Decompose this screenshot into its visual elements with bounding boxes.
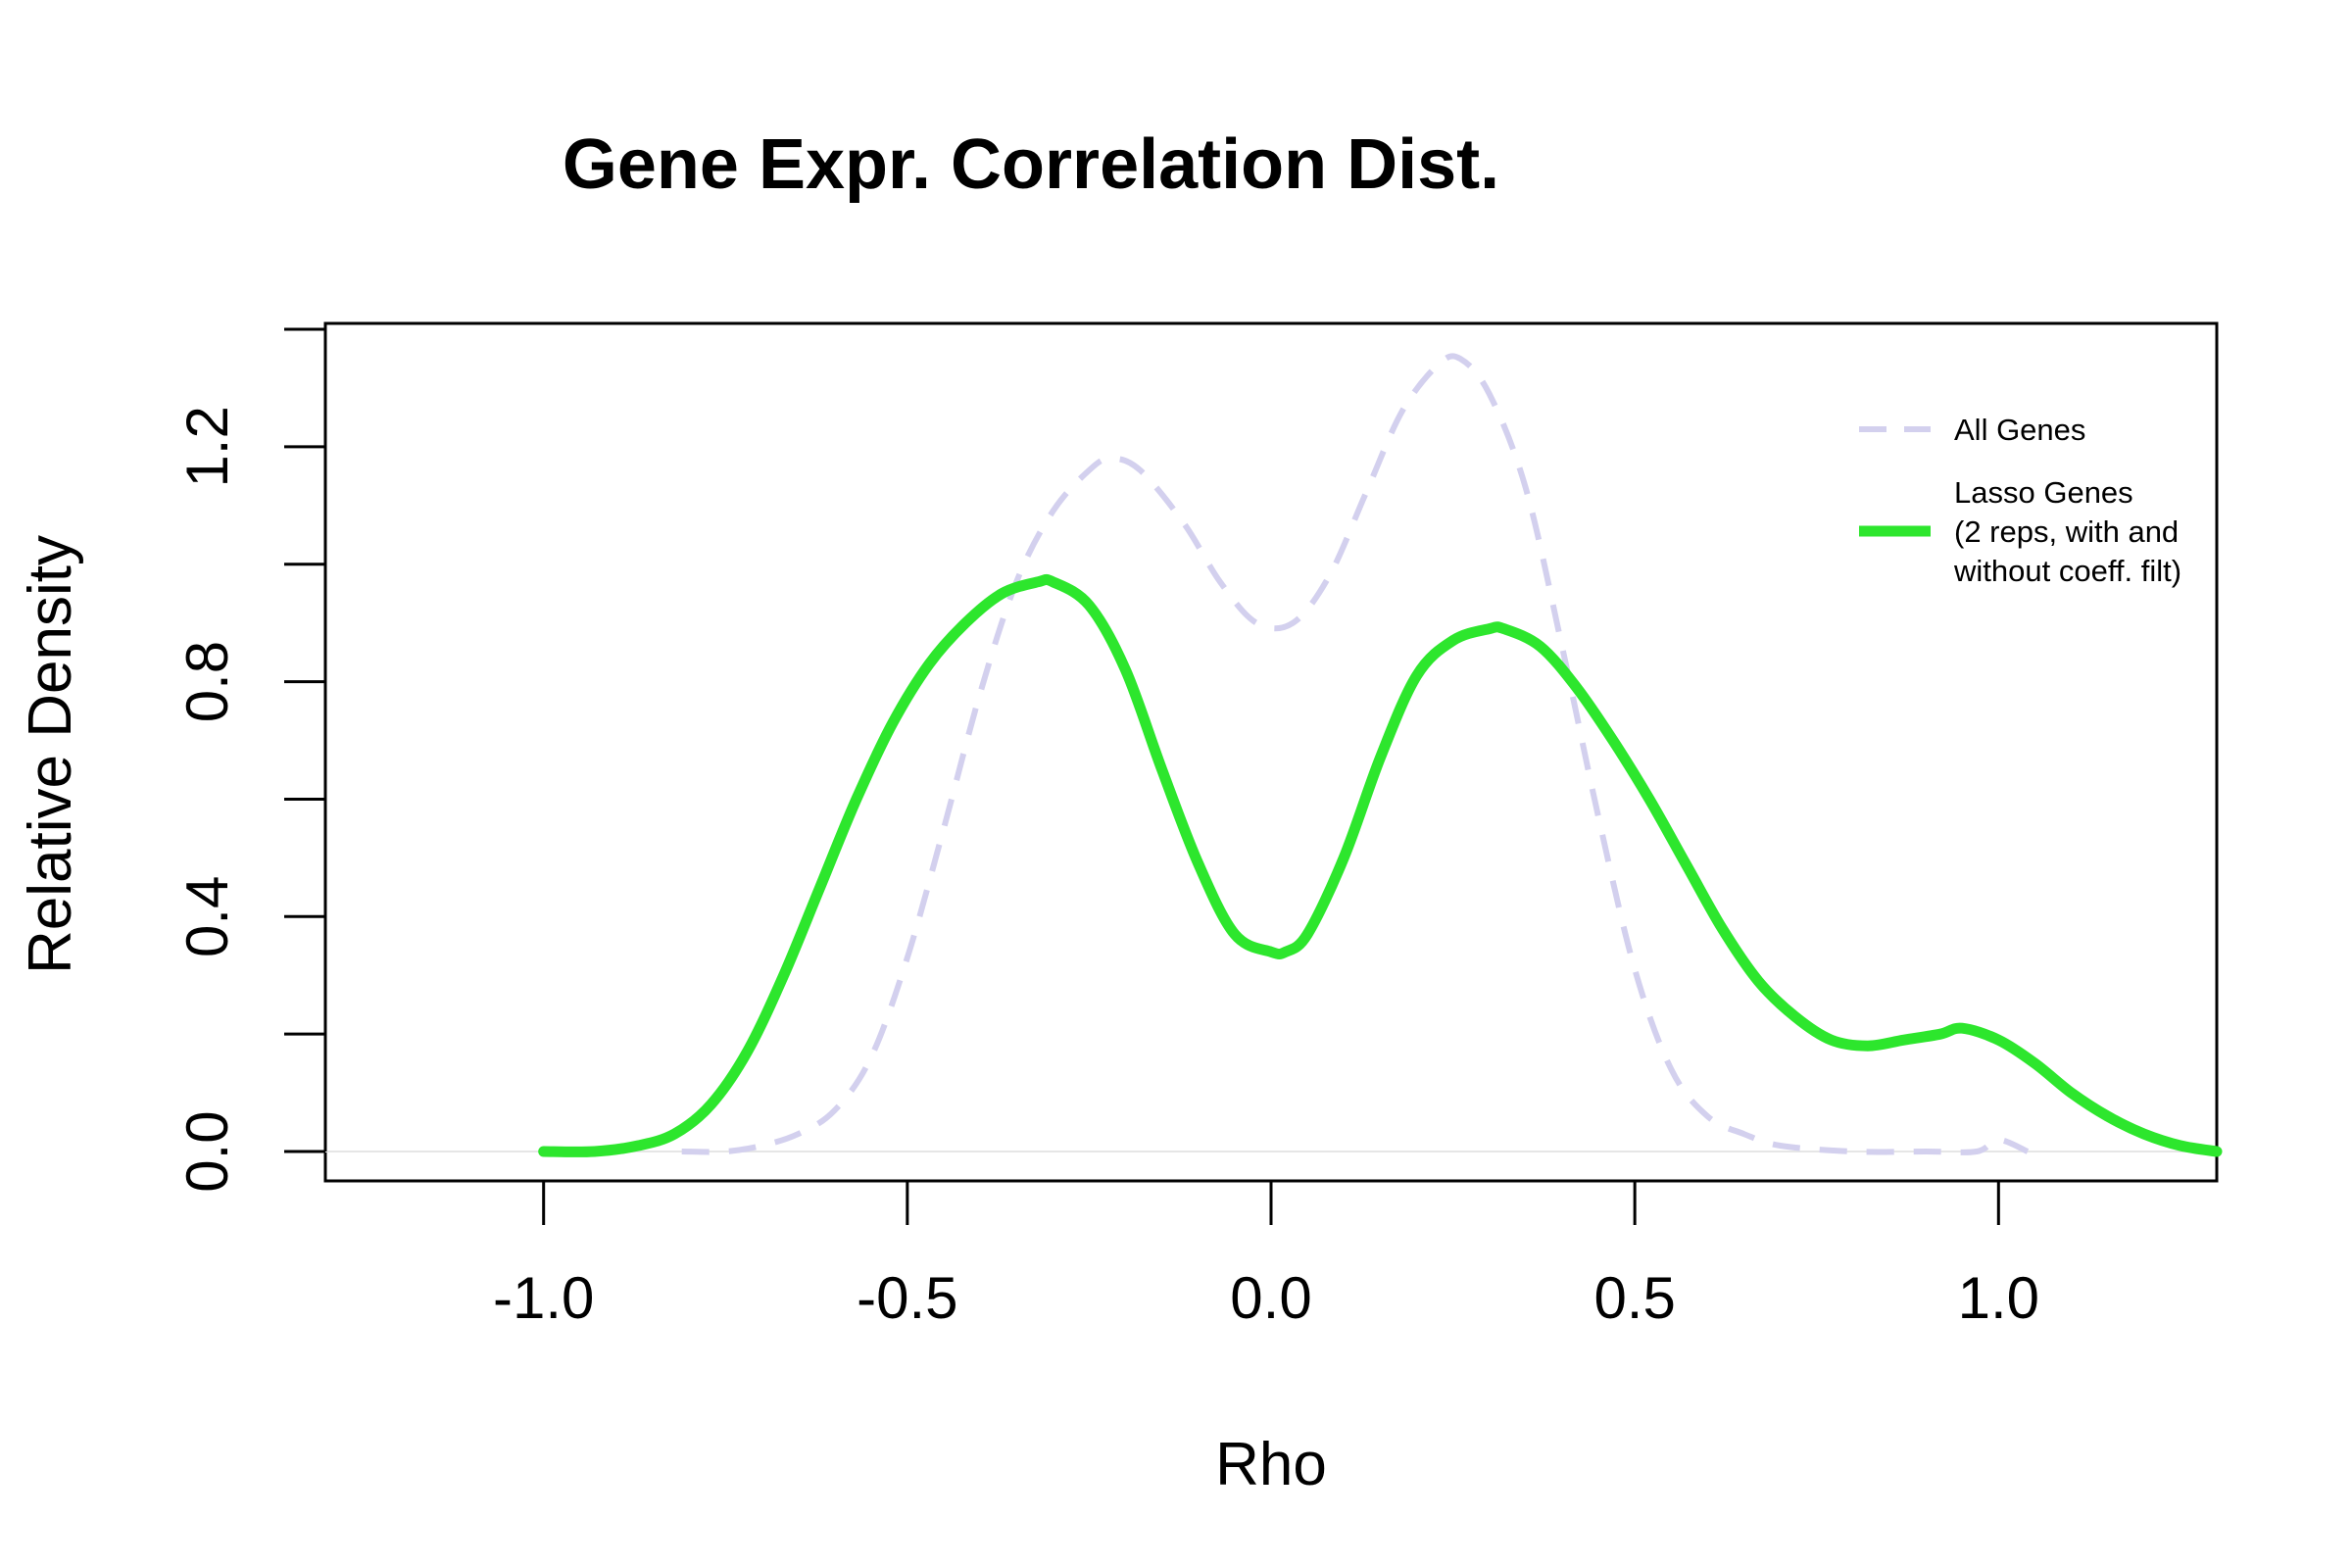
y-tick-label: 0.4 [174,876,240,957]
y-tick-label: 1.2 [174,406,240,487]
y-axis: 0.0 0.4 0.8 1.2 [174,327,327,1193]
legend-label-lasso-genes: Lasso Genes (2 reps, with and without coef… [1953,475,2181,588]
series-layer [538,353,2223,1157]
x-tick-label: -0.5 [857,1265,957,1331]
x-tick-label: 0.0 [1230,1265,1311,1331]
chart-title: Gene Expr. Correlation Dist. [563,125,1499,204]
plot-frame [323,321,2219,1183]
legend-label-all-genes: All Genes [1954,413,2085,447]
y-tick-label: 0.8 [174,641,240,722]
x-tick-label: 1.0 [1958,1265,2039,1331]
series-line-lasso-genes [538,573,2223,1157]
series-line-all-genes [681,353,2030,1155]
y-tick-label: 0.0 [174,1110,240,1192]
x-tick-label: 0.5 [1593,1265,1675,1331]
x-axis-label: Rho [1215,1431,1327,1498]
legend: All Genes Lasso Genes (2 reps, with and wi… [1859,413,2181,588]
x-tick-label: -1.0 [493,1265,594,1331]
x-axis: -1.0 -0.5 0.0 0.5 1.0 [493,1179,2039,1331]
y-axis-label: Relative Density [17,535,84,974]
